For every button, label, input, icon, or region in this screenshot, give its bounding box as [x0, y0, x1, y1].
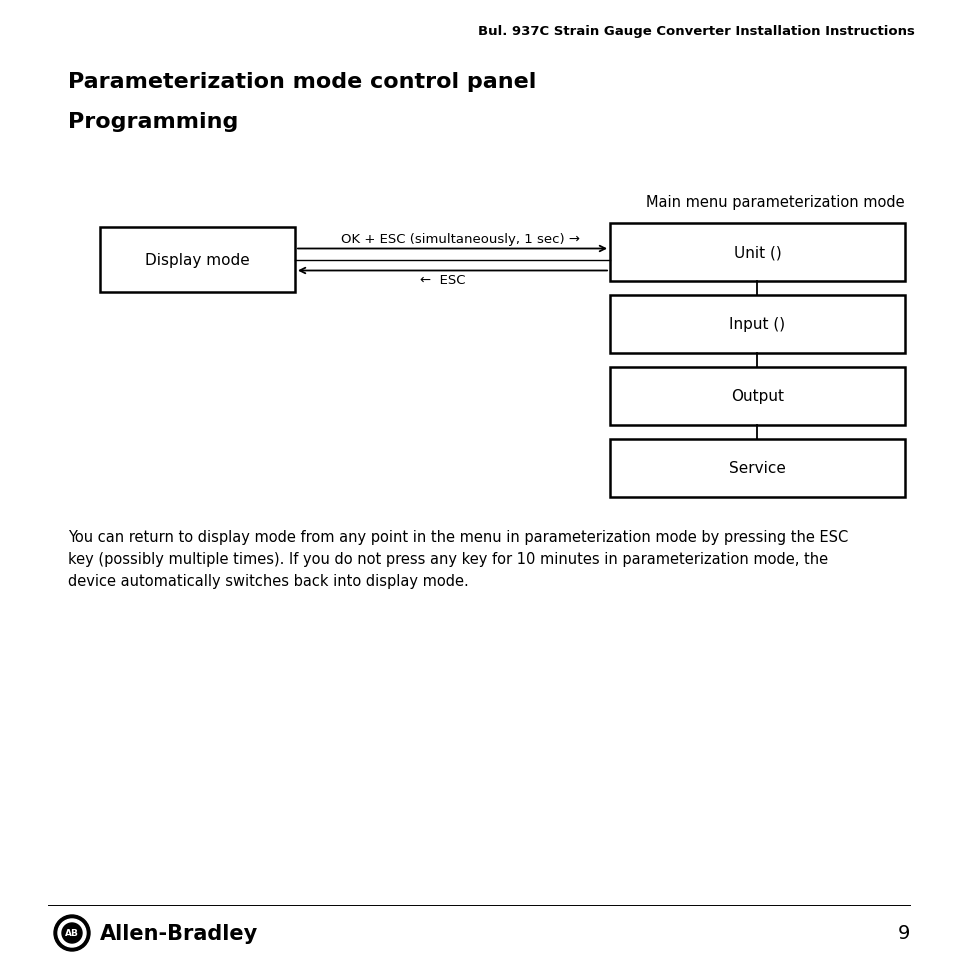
Text: Display mode: Display mode [145, 253, 250, 268]
Text: Main menu parameterization mode: Main menu parameterization mode [646, 194, 904, 210]
Bar [100, 228, 294, 293]
Circle shape [54, 915, 90, 951]
Bar [609, 224, 904, 282]
Text: OK + ESC (simultaneously, 1 sec) →: OK + ESC (simultaneously, 1 sec) → [340, 233, 579, 246]
Text: You can return to display mode from any point in the menu in parameterization mo: You can return to display mode from any … [68, 530, 847, 589]
Circle shape [58, 919, 86, 947]
Text: Allen-Bradley: Allen-Bradley [100, 923, 258, 943]
Text: Parameterization mode control panel: Parameterization mode control panel [68, 71, 536, 91]
Bar [609, 295, 904, 354]
Text: 9: 9 [897, 923, 909, 943]
Text: Unit (): Unit () [733, 245, 781, 260]
Text: Programming: Programming [68, 112, 238, 132]
Text: Input (): Input () [729, 317, 784, 333]
Text: Output: Output [730, 389, 783, 404]
Bar [609, 368, 904, 426]
Text: ←  ESC: ← ESC [419, 274, 465, 287]
Bar [609, 439, 904, 497]
Text: AB: AB [65, 928, 79, 938]
Text: Service: Service [728, 461, 785, 476]
Circle shape [62, 923, 82, 943]
Text: Bul. 937C Strain Gauge Converter Installation Instructions: Bul. 937C Strain Gauge Converter Install… [477, 26, 914, 38]
